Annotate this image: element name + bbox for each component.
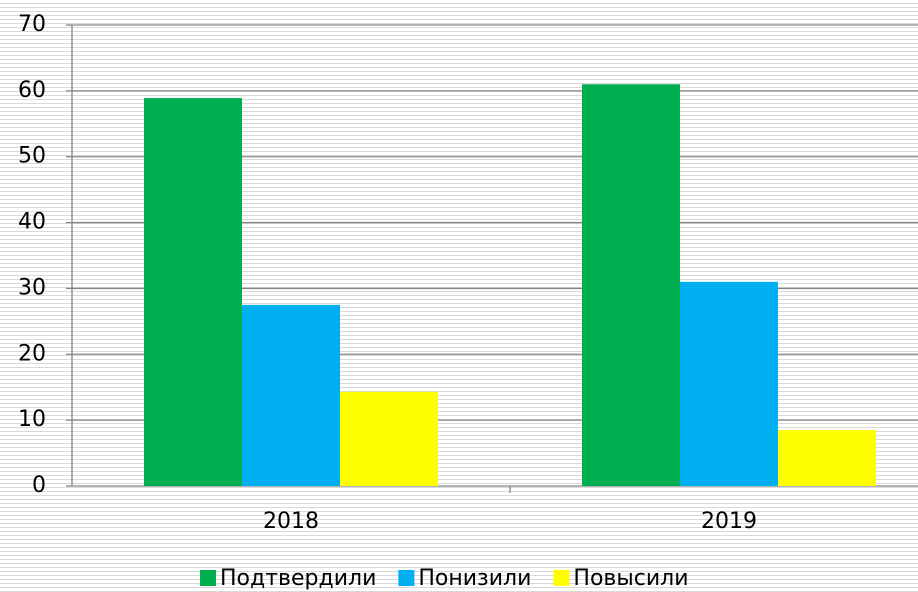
legend-label: Понизили xyxy=(418,566,531,591)
y-tick-label: 50 xyxy=(18,144,46,169)
legend: Подтвердили Понизили Повысили xyxy=(200,566,689,591)
legend-label: Подтвердили xyxy=(220,566,376,591)
legend-swatch xyxy=(553,570,570,586)
bar xyxy=(582,84,680,487)
bar xyxy=(144,98,242,486)
y-tick-label: 20 xyxy=(18,341,46,366)
y-tick-label: 30 xyxy=(18,275,46,300)
legend-swatch xyxy=(200,570,216,586)
legend-label: Повысили xyxy=(573,566,688,591)
x-tick-label: 2018 xyxy=(263,509,319,534)
bar xyxy=(340,391,438,486)
y-tick-label: 0 xyxy=(32,473,46,498)
x-tick-label: 2019 xyxy=(701,509,757,534)
y-tick-label: 10 xyxy=(18,407,46,432)
y-tick-label: 40 xyxy=(18,210,46,235)
bar xyxy=(778,430,876,486)
bar xyxy=(680,281,778,486)
y-tick-label: 70 xyxy=(18,12,46,37)
bar xyxy=(242,304,340,486)
legend-swatch xyxy=(398,570,415,586)
y-tick-label: 60 xyxy=(18,78,46,103)
